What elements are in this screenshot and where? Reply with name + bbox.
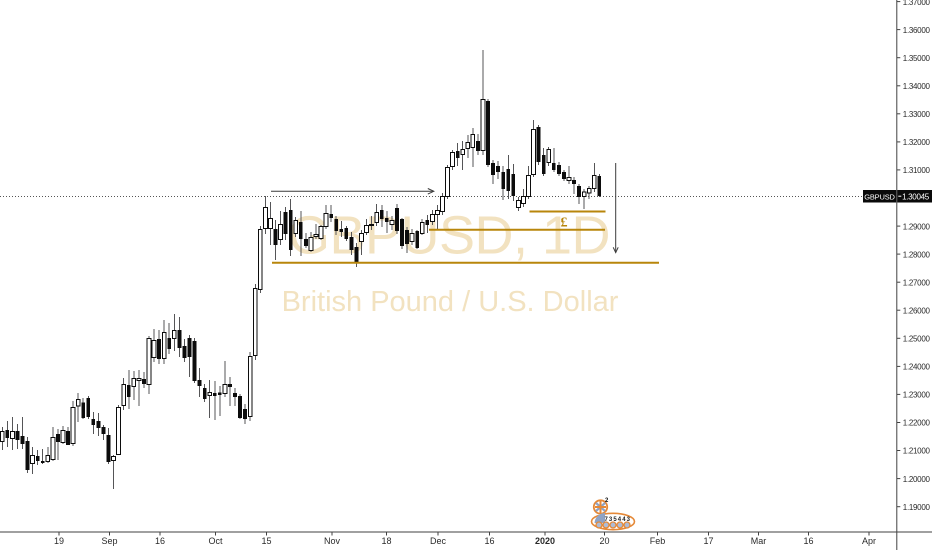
svg-text:18: 18 [381,536,391,546]
svg-text:1.22000: 1.22000 [903,419,931,428]
svg-text:1.25000: 1.25000 [903,335,931,344]
svg-text:£: £ [561,216,568,231]
svg-text:16: 16 [803,536,813,546]
svg-text:Apr: Apr [862,536,876,546]
svg-text:Sep: Sep [101,536,117,546]
svg-text:20: 20 [599,536,609,546]
svg-text:1.35000: 1.35000 [903,54,931,63]
svg-text:1.23000: 1.23000 [903,391,931,400]
svg-text:Dec: Dec [430,536,447,546]
svg-text:1.36000: 1.36000 [903,26,931,35]
svg-text:1.33000: 1.33000 [903,110,931,119]
svg-text:1.24000: 1.24000 [903,363,931,372]
svg-text:735443: 735443 [605,517,632,523]
svg-text:2: 2 [605,498,609,504]
svg-text:2020: 2020 [535,536,555,546]
svg-text:16: 16 [484,536,494,546]
svg-text:1.19000: 1.19000 [903,503,931,512]
svg-text:1.27000: 1.27000 [903,278,931,287]
svg-text:1.28000: 1.28000 [903,250,931,259]
svg-text:Nov: Nov [324,536,341,546]
svg-text:Mar: Mar [751,536,767,546]
svg-text:1.26000: 1.26000 [903,306,931,315]
svg-text:1.37000: 1.37000 [903,0,931,7]
svg-text:1.30045: 1.30045 [902,192,930,201]
svg-text:16: 16 [155,536,165,546]
svg-text:1.29000: 1.29000 [903,222,931,231]
svg-text:19: 19 [54,536,64,546]
svg-text:1.34000: 1.34000 [903,82,931,91]
svg-text:1.32000: 1.32000 [903,138,931,147]
svg-text:Feb: Feb [650,536,666,546]
svg-text:Oct: Oct [208,536,223,546]
svg-text:15: 15 [261,536,271,546]
svg-text:17: 17 [703,536,713,546]
svg-text:1.31000: 1.31000 [903,166,931,175]
svg-text:GBPUSD: GBPUSD [864,192,895,201]
svg-text:GBPUSD, 1D: GBPUSD, 1D [288,206,610,266]
svg-text:1.20000: 1.20000 [903,475,931,484]
svg-text:British Pound / U.S. Dollar: British Pound / U.S. Dollar [282,286,619,318]
svg-text:1.21000: 1.21000 [903,447,931,456]
